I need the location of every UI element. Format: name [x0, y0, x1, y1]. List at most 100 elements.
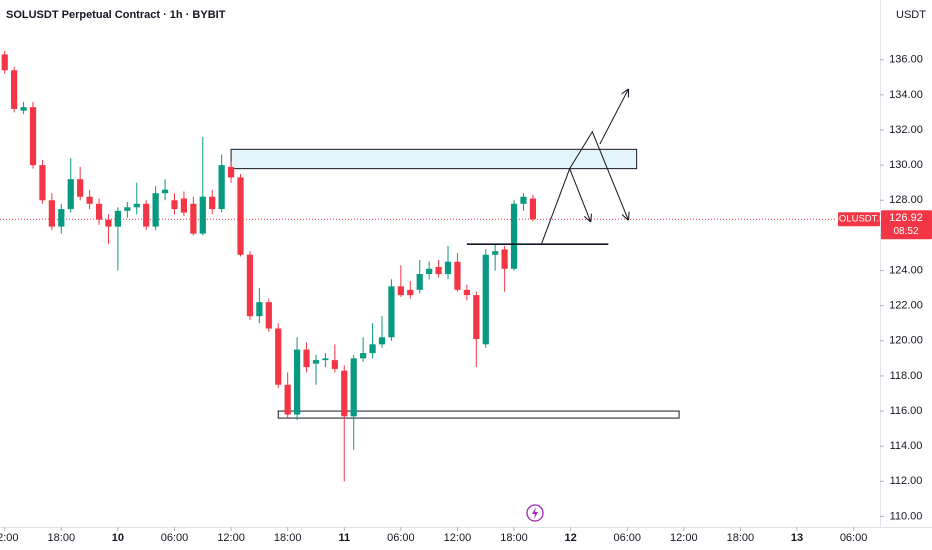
x-tick-label: 10 [112, 532, 124, 544]
candle-body [388, 286, 395, 338]
candle-body [501, 249, 508, 269]
x-tick-label: 06:00 [840, 532, 868, 544]
candle-body [284, 384, 291, 415]
y-tick-label: 134.00 [889, 89, 923, 101]
candle-body [11, 70, 18, 109]
candle-body [510, 203, 518, 269]
candle-body [293, 349, 301, 415]
candle-body [48, 200, 55, 227]
candle-body [482, 254, 489, 345]
x-tick-label: 12 [565, 532, 577, 544]
candle-body [397, 286, 404, 296]
y-tick-label: 120.00 [889, 335, 923, 347]
candle-body [227, 166, 235, 178]
candle-body [303, 349, 310, 368]
candle-body [454, 261, 461, 290]
candle-body [209, 196, 216, 210]
candle-body [152, 193, 159, 227]
projection-arrow [569, 130, 628, 220]
candle-body [180, 198, 188, 213]
candle-body [58, 209, 65, 227]
y-tick-label: 110.00 [890, 510, 923, 522]
lightning-icon [526, 504, 544, 522]
x-tick-label: 18:00 [727, 532, 755, 544]
candle-body [256, 302, 263, 317]
candle-body [161, 189, 169, 194]
x-tick-label: 11 [338, 532, 350, 544]
candle-body [20, 107, 27, 111]
y-tick-label: 132.00 [889, 124, 923, 136]
y-tick-label: 116.00 [890, 405, 923, 417]
x-tick-label: 18:00 [500, 532, 528, 544]
plot-area [0, 50, 880, 482]
candle-body [520, 196, 527, 204]
candle-body [77, 179, 84, 197]
candle-body [1, 54, 8, 71]
candle-body [341, 370, 348, 417]
y-tick-label: 124.00 [889, 264, 923, 276]
candle-body [86, 196, 93, 204]
y-tick-label: 112.00 [890, 475, 923, 487]
candle-body [416, 274, 423, 290]
x-tick-label: 12:00 [0, 532, 18, 544]
candle-body [312, 360, 320, 364]
y-tick-label: 122.00 [889, 300, 923, 312]
candle-body [237, 177, 244, 255]
candle-body [350, 358, 357, 417]
candle-body [492, 251, 499, 255]
candle-body [463, 289, 470, 296]
x-tick-label: 13 [791, 532, 803, 544]
x-tick-label: 06:00 [161, 532, 189, 544]
last-price-label: 126.92 [889, 212, 923, 224]
zone [230, 148, 638, 170]
chart-title: SOLUSDT Perpetual Contract · 1h · BYBIT [6, 9, 226, 21]
projection-arrow [599, 90, 628, 145]
candle-body [199, 196, 206, 234]
y-tick-label: 128.00 [889, 194, 923, 206]
x-tick-label: 18:00 [48, 532, 76, 544]
y-tick-label: 136.00 [889, 54, 923, 66]
zone [277, 410, 680, 419]
candle-body [407, 289, 414, 296]
candle-body [171, 200, 178, 210]
candle-body [378, 337, 386, 345]
candle-body [124, 207, 131, 211]
y-tick-label: 130.00 [889, 159, 923, 171]
candle-body [360, 353, 367, 359]
x-tick-label: 12:00 [217, 532, 245, 544]
candle-body [473, 295, 480, 340]
candle-body [246, 254, 254, 317]
last-price-bg [881, 210, 932, 240]
candle-body [39, 165, 46, 201]
candle-body [426, 268, 433, 275]
candle-body [95, 203, 103, 220]
candle-body [529, 198, 537, 220]
countdown-label: 08:52 [893, 226, 918, 237]
symbol-label: SOLUSDT.P [833, 214, 886, 225]
candle-body [218, 165, 225, 210]
x-tick-label: 12:00 [444, 532, 472, 544]
x-tick-label: 12:00 [670, 532, 698, 544]
candle-body [143, 203, 150, 227]
x-tick-label: 18:00 [274, 532, 302, 544]
candle-body [67, 179, 74, 210]
candle-body [369, 344, 376, 354]
candle-body [331, 360, 338, 369]
candle-body [190, 203, 197, 234]
candle-body [322, 358, 329, 361]
x-tick-label: 06:00 [613, 532, 641, 544]
candle-body [265, 302, 272, 329]
candle-body [114, 210, 122, 227]
axis-unit: USDT [896, 9, 926, 21]
candle-body [435, 267, 442, 275]
x-tick-label: 06:00 [387, 532, 415, 544]
candle-body [275, 328, 282, 385]
y-tick-label: 118.00 [890, 370, 923, 382]
y-tick-label: 114.00 [890, 440, 923, 452]
candle-body [133, 203, 140, 208]
candle-body [29, 107, 37, 166]
candle-body [105, 219, 112, 227]
symbol-label-bg [838, 212, 880, 227]
